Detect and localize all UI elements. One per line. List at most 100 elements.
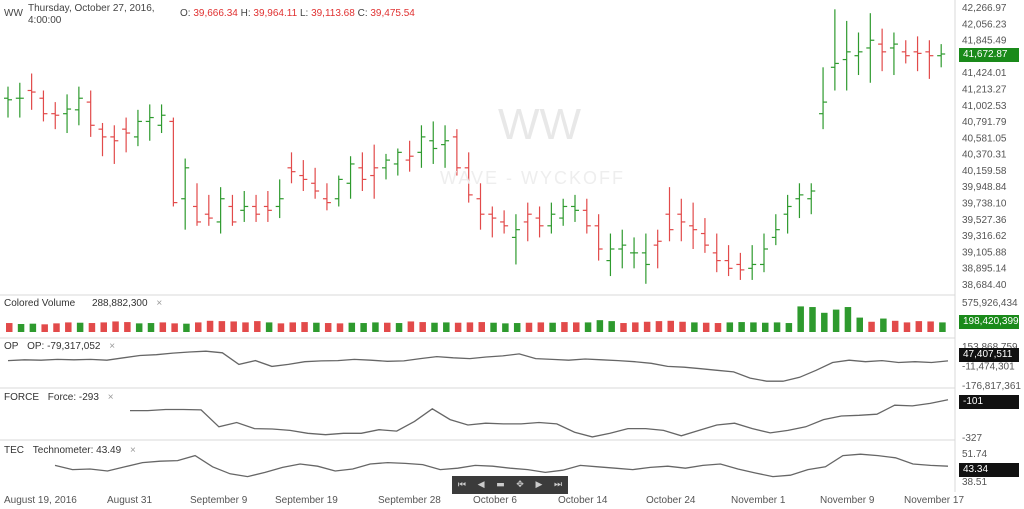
volume-bar [195, 322, 202, 332]
volume-bar [265, 322, 273, 332]
low-value: 39,113.68 [311, 8, 355, 19]
date-axis-label: September 28 [378, 495, 441, 506]
force-value: Force: -293 [47, 392, 99, 403]
force-close-icon[interactable]: × [107, 392, 114, 403]
volume-bar [573, 322, 580, 332]
date-axis-label: September 9 [190, 495, 248, 506]
price-tick-label: 41,845.49 [962, 36, 1007, 47]
volume-bar [313, 322, 320, 332]
volume-bar [643, 321, 651, 332]
volume-bar [596, 320, 604, 332]
open-label: O: [180, 8, 191, 19]
scroll-left-icon[interactable]: ◀ [477, 480, 485, 490]
volume-bar [100, 322, 107, 332]
volume-bar [502, 323, 509, 332]
volume-bar [395, 323, 403, 332]
volume-bar [691, 322, 698, 332]
date-axis-label: October 14 [558, 495, 608, 506]
volume-bar [206, 320, 214, 332]
volume-bar [53, 323, 60, 332]
volume-bar [218, 321, 226, 332]
volume-close-icon[interactable]: × [156, 298, 163, 309]
volume-bar [667, 320, 674, 332]
zoom-in-icon[interactable]: ✥ [516, 480, 524, 490]
volume-bar [360, 323, 367, 332]
volume-bar [821, 312, 828, 332]
volume-bar [490, 322, 497, 332]
price-tick-label: 40,791.79 [962, 117, 1007, 128]
close-value: 39,475.54 [370, 8, 415, 19]
volume-panel-label: Colored Volume 288,882,300 × [4, 298, 162, 309]
force-line [130, 399, 949, 438]
volume-bar [431, 322, 438, 332]
date-axis-label: November 1 [731, 495, 786, 506]
volume-bar [88, 323, 96, 332]
volume-bar [702, 322, 710, 332]
volume-bar [679, 321, 686, 332]
zoom-out-icon[interactable]: ▬ [496, 480, 505, 490]
volume-bar [797, 306, 804, 332]
volume-bar [454, 322, 462, 332]
volume-bar [17, 324, 25, 332]
volume-bar [620, 323, 627, 332]
ohlc-readout: O: 39,666.34 H: 39,964.11 L: 39,113.68 C… [180, 8, 415, 19]
volume-bar [324, 323, 332, 332]
high-label: H: [240, 8, 251, 19]
volume-label: Colored Volume [4, 298, 76, 309]
volume-bar [277, 323, 285, 332]
volume-bar [738, 322, 745, 332]
volume-bar [348, 322, 356, 332]
tec-line-axis-label: 51.74 [962, 449, 987, 460]
volume-bar [242, 322, 249, 332]
chart-navigation-bar: ⏮ ◀ ▬ ✥ ▶ ⏭ [452, 476, 568, 494]
op-close-icon[interactable]: × [109, 341, 116, 352]
op-line-axis-label: -176,817,361 [962, 381, 1021, 392]
jump-end-icon[interactable]: ⏭ [554, 480, 563, 490]
volume-axis-top: 575,926,434 [962, 298, 1018, 309]
force-tag: -101 [959, 395, 1019, 409]
volume-bar [124, 322, 131, 332]
volume-bar [407, 321, 415, 332]
volume-bar [561, 322, 568, 332]
volume-bar [230, 321, 237, 332]
volume-bar [372, 322, 379, 332]
volume-bar [65, 322, 72, 332]
op-value: OP: -79,317,052 [27, 341, 101, 352]
price-tick-label: 40,159.58 [962, 166, 1007, 177]
close-label: C: [357, 8, 368, 19]
date-line-1: Thursday, October 27, 2016, [28, 3, 155, 14]
volume-tag: 198,420,399 [959, 315, 1019, 329]
tec-close-icon[interactable]: × [129, 445, 136, 456]
scroll-right-icon[interactable]: ▶ [535, 480, 543, 490]
volume-bar [773, 322, 781, 332]
date-axis-label: August 19, 2016 [4, 495, 77, 506]
volume-value: 288,882,300 [91, 298, 148, 309]
high-value: 39,964.11 [253, 8, 298, 19]
volume-bar [549, 322, 556, 332]
low-label: L: [299, 8, 309, 19]
price-tick-label: 39,527.36 [962, 215, 1007, 226]
volume-bar [762, 322, 769, 332]
volume-bar [135, 323, 143, 332]
op-line [7, 350, 949, 382]
volume-bar [632, 322, 639, 332]
volume-bar [289, 322, 296, 332]
volume-bar [147, 323, 155, 332]
price-tick-label: 39,316.62 [962, 231, 1007, 242]
jump-start-icon[interactable]: ⏮ [457, 480, 466, 490]
date-axis-label: October 24 [646, 495, 696, 506]
date-axis-label: August 31 [107, 495, 152, 506]
price-tick-label: 41,213.27 [962, 84, 1007, 95]
date-axis-label: November 17 [904, 495, 964, 506]
op-label: OP [4, 341, 19, 352]
volume-bar [714, 323, 722, 332]
volume-bar [41, 324, 48, 332]
op-tag: 47,407,511 [959, 348, 1019, 362]
volume-bar [76, 322, 84, 332]
volume-bar [478, 322, 485, 332]
volume-bar [171, 323, 178, 332]
price-tick-label: 40,370.31 [962, 150, 1007, 161]
date-axis-label: October 6 [473, 495, 517, 506]
volume-bar [844, 307, 852, 332]
